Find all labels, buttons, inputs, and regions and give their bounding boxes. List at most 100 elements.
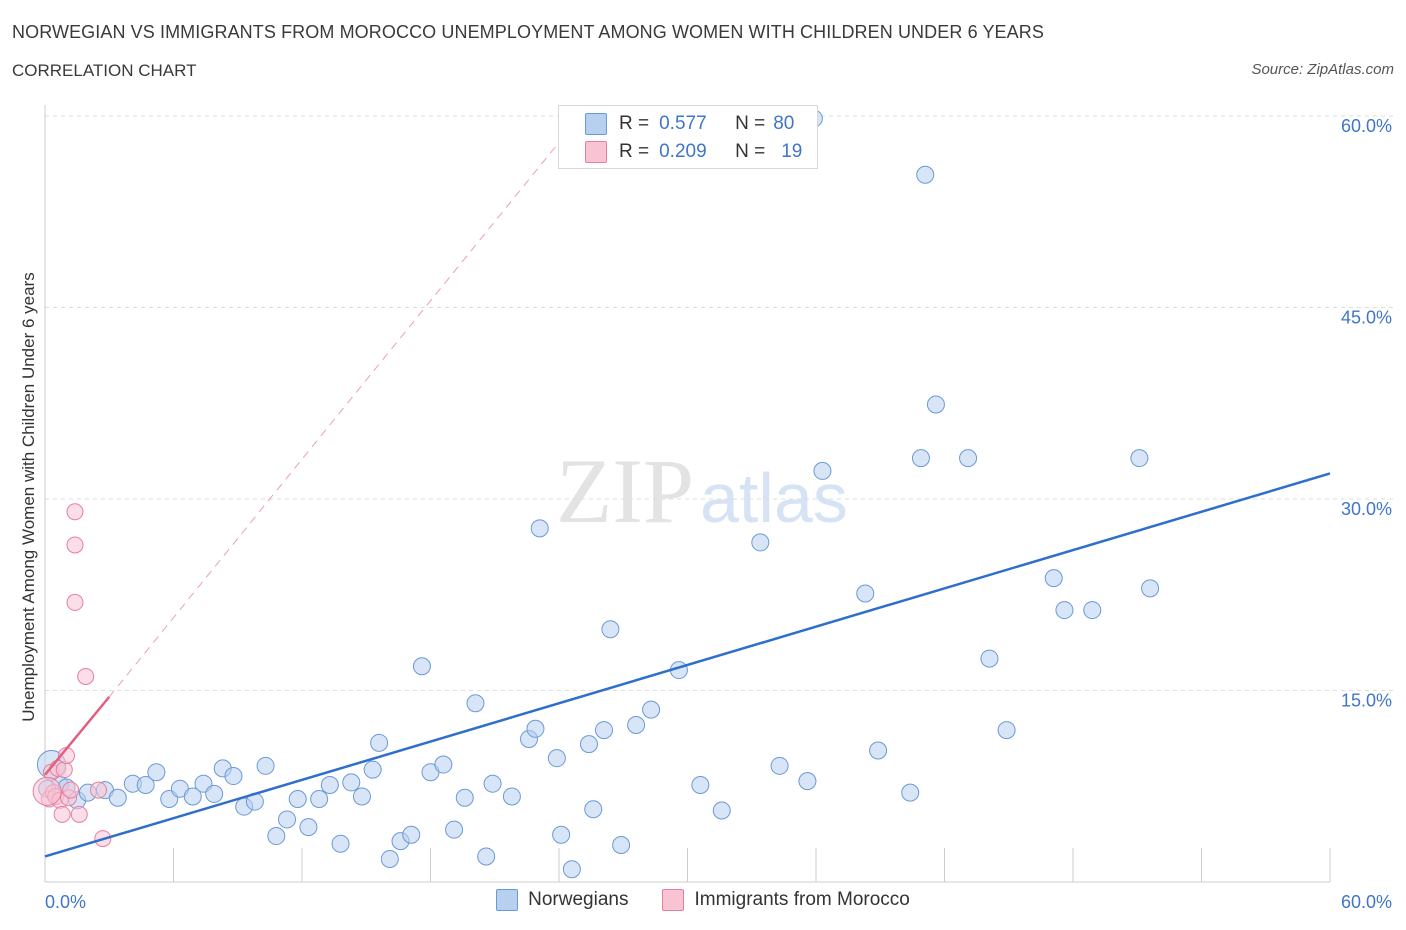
point-norwegians <box>612 835 631 854</box>
point-norwegians <box>813 461 832 480</box>
point-norwegians <box>552 825 571 844</box>
point-norwegians <box>310 790 329 809</box>
point-norwegians <box>108 788 127 807</box>
point-norwegians <box>959 449 978 468</box>
legend-n-value-norwegians: 80 <box>773 113 795 134</box>
point-norwegians <box>712 801 731 820</box>
series-legend-morocco[interactable]: Immigrants from Morocco <box>662 889 910 911</box>
point-norwegians <box>530 519 549 538</box>
point-norwegians <box>1130 449 1149 468</box>
point-norwegians <box>455 788 474 807</box>
point-norwegians <box>601 620 620 639</box>
point-morocco <box>53 805 71 823</box>
series-swatch-morocco <box>662 889 685 911</box>
point-norwegians <box>331 834 350 853</box>
point-norwegians <box>770 756 789 775</box>
watermark-zip: ZIP <box>556 440 694 542</box>
point-morocco <box>66 503 84 521</box>
point-norwegians <box>856 584 875 603</box>
point-norwegians <box>256 756 275 775</box>
point-morocco <box>62 781 80 799</box>
legend-r-label: R = <box>619 141 650 162</box>
point-norwegians <box>547 749 566 768</box>
point-norwegians <box>916 165 935 184</box>
legend-n-label: N = <box>735 113 766 134</box>
point-norwegians <box>224 767 243 786</box>
legend-n-label: N = <box>735 141 766 162</box>
point-norwegians <box>642 700 661 719</box>
legend-swatch-norwegians <box>585 113 607 135</box>
legend-swatch-morocco <box>585 141 607 163</box>
point-norwegians <box>402 825 421 844</box>
point-morocco <box>77 667 95 685</box>
point-norwegians <box>466 694 485 713</box>
source-label: Source: ZipAtlas.com <box>1251 61 1394 78</box>
point-norwegians <box>205 784 224 803</box>
point-norwegians <box>299 818 318 837</box>
point-norwegians <box>502 787 521 806</box>
chart-subtitle: CORRELATION CHART <box>12 61 197 80</box>
point-norwegians <box>594 721 613 740</box>
y-tick-label: 45.0% <box>1341 308 1392 328</box>
y-tick-label: 30.0% <box>1341 499 1392 519</box>
y-axis-title: Unemployment Among Women with Children U… <box>19 272 38 721</box>
series-legend-norwegians[interactable]: Norwegians <box>496 889 628 911</box>
point-norwegians <box>911 449 930 468</box>
point-norwegians <box>183 787 202 806</box>
point-morocco <box>66 593 84 611</box>
point-norwegians <box>579 735 598 754</box>
x-tick-label: 0.0% <box>45 892 86 912</box>
point-morocco <box>55 761 73 779</box>
point-norwegians <box>584 800 603 819</box>
point-norwegians <box>1083 601 1102 620</box>
chart-title: NORWEGIAN VS IMMIGRANTS FROM MOROCCO UNE… <box>12 22 1044 42</box>
point-norwegians <box>691 775 710 794</box>
point-morocco <box>32 776 62 806</box>
point-norwegians <box>342 773 361 792</box>
point-norwegians <box>370 733 389 752</box>
y-tick-label: 15.0% <box>1341 691 1392 711</box>
legend-r-value-morocco: 0.209 <box>659 141 707 162</box>
point-norwegians <box>136 775 155 794</box>
trendline-morocco <box>44 696 111 776</box>
legend-row-norwegians: R = 0.577 N = 80 <box>585 112 794 136</box>
point-norwegians <box>147 763 166 782</box>
point-norwegians <box>352 787 371 806</box>
series-norwegians <box>36 109 1160 879</box>
point-norwegians <box>926 395 945 414</box>
point-norwegians <box>562 860 581 879</box>
point-norwegians <box>1055 601 1074 620</box>
point-norwegians <box>997 721 1016 740</box>
point-norwegians <box>434 755 453 774</box>
series-legend: Norwegians Immigrants from Morocco <box>0 889 1406 911</box>
stats-legend: R = 0.577 N = 80 R = 0.209 N = 19 <box>558 105 818 169</box>
point-norwegians <box>798 772 817 791</box>
point-morocco <box>90 781 108 799</box>
point-norwegians <box>627 715 646 734</box>
legend-r-label: R = <box>619 113 650 134</box>
point-norwegians <box>477 847 496 866</box>
y-tick-label: 60.0% <box>1341 116 1392 136</box>
point-norwegians <box>483 774 502 793</box>
trendline-morocco-extended <box>108 115 581 698</box>
legend-n-value-morocco: 19 <box>781 141 803 162</box>
point-norwegians <box>1044 569 1063 588</box>
point-norwegians <box>869 741 888 760</box>
trendline-norwegians <box>44 472 1331 858</box>
point-morocco <box>66 536 84 554</box>
point-norwegians <box>526 719 545 738</box>
point-norwegians <box>980 649 999 668</box>
series-label-norwegians: Norwegians <box>528 889 629 910</box>
point-norwegians <box>445 820 464 839</box>
legend-r-value-norwegians: 0.577 <box>659 113 707 134</box>
point-norwegians <box>901 783 920 802</box>
point-norwegians <box>288 790 307 809</box>
series-morocco <box>32 503 112 848</box>
point-norwegians <box>751 533 770 552</box>
x-tick-label: 60.0% <box>1341 892 1392 912</box>
point-norwegians <box>267 827 286 846</box>
point-norwegians <box>278 810 297 829</box>
series-label-morocco: Immigrants from Morocco <box>694 889 910 910</box>
point-norwegians <box>412 657 431 676</box>
